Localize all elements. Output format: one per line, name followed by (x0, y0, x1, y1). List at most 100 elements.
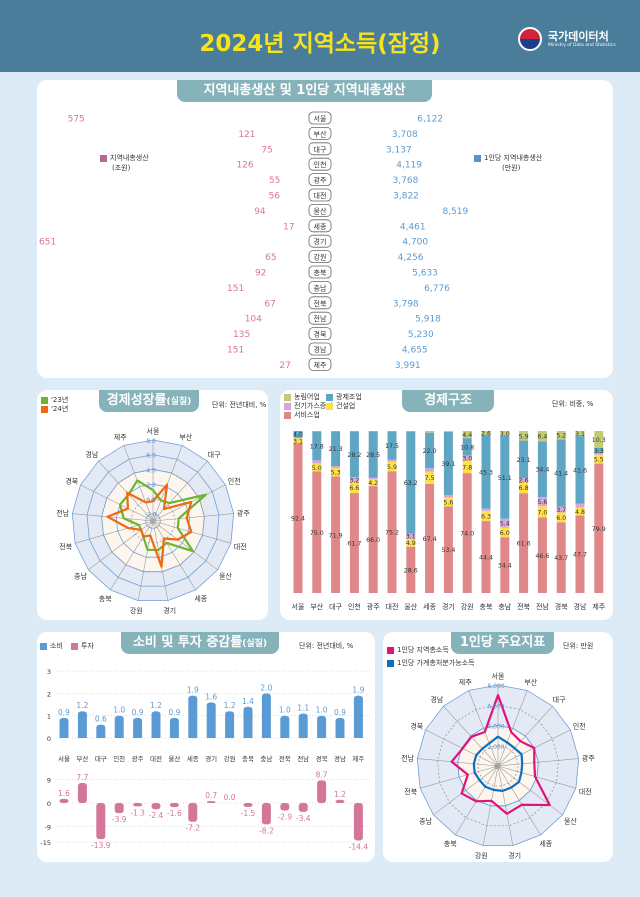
structure-value-label: 5.6 (443, 499, 453, 506)
grdp-value-label: 121 (238, 130, 255, 140)
structure-bar-segment (443, 495, 453, 498)
region-label: 부산 (310, 602, 323, 611)
radar-grid-ring (437, 704, 559, 827)
region-label: 전남 (297, 754, 309, 763)
radar-axis-label: 울산 (564, 817, 577, 826)
structure-value-label: 61.7 (347, 541, 361, 548)
investment-value-label: -2.9 (277, 813, 292, 822)
region-label: 세종 (423, 602, 436, 611)
grdp-value-label: 135 (233, 330, 250, 340)
legend-swatch (474, 155, 481, 162)
structure-bar-segment (537, 506, 547, 518)
grdp-value-label: 75 (261, 145, 272, 155)
investment-bar (169, 803, 179, 808)
radar-axis-label: 전남 (56, 509, 69, 518)
region-label: 서울 (58, 754, 70, 763)
radar-axis-label: 경기 (163, 606, 176, 615)
region-label: 울산 (168, 754, 180, 763)
logo-name: 국가데이터처 (548, 30, 609, 43)
radar-spoke (497, 765, 563, 816)
structure-value-label: 46.6 (535, 553, 549, 560)
structure-bar-segment (368, 431, 378, 478)
structure-value-label: 47.7 (573, 552, 587, 559)
structure-bar-segment (462, 431, 472, 439)
consumption-bar (169, 717, 179, 738)
region-label: 전북 (314, 299, 327, 308)
taegeuk-emblem-icon (518, 27, 542, 51)
structure-value-label: 4.9 (406, 540, 416, 547)
consumption-value-label: 1.9 (352, 686, 364, 695)
per-capita-value-label: 5,230 (408, 330, 434, 340)
region-label: 충남 (498, 602, 511, 611)
structure-bar-segment (406, 538, 416, 547)
radar-axis-label: 광주 (582, 755, 595, 763)
structure-bar-segment (406, 546, 416, 593)
radar-axis-label: 세종 (539, 839, 552, 848)
growth-unit: 단위: 전년대비, % (212, 401, 267, 409)
consumption-bar (114, 715, 124, 738)
structure-value-label: 6.0 (556, 515, 566, 522)
investment-value-label: 1.2 (334, 790, 346, 799)
structure-bar-segment (425, 431, 435, 433)
per-capita-value-label: 3,768 (393, 176, 419, 186)
investment-value-label: -1.5 (241, 809, 256, 818)
radar-grid-ring (477, 745, 519, 787)
region-label: 충남 (314, 283, 327, 292)
structure-value-label: 41.6 (573, 467, 587, 474)
region-label: 서울 (292, 602, 305, 611)
structure-value-label: 3.1 (575, 431, 585, 438)
investment-bar (353, 803, 363, 841)
structure-legend-item: 광제조업 (326, 393, 362, 402)
structure-bar-segment (425, 468, 435, 472)
consumption-bar (96, 724, 106, 738)
consumption-bar (298, 713, 308, 738)
structure-bar-segment (312, 431, 322, 461)
percapita-legend-disposable: 1인당 가계총처분가능소득 (387, 659, 475, 668)
radar-ring-label: 6.0 (146, 453, 156, 460)
grdp-value-label: 67 (264, 299, 275, 309)
structure-bar-segment (575, 507, 585, 516)
legend-label: 1인당 가계총처분가능소득 (397, 659, 475, 667)
legend-swatch (387, 660, 394, 667)
per-capita-value-label: 4,655 (402, 346, 428, 356)
legend-swatch (100, 155, 107, 162)
consumption-value-label: 1.2 (150, 701, 162, 710)
structure-bar-segment (556, 431, 566, 440)
region-tag (308, 280, 332, 294)
structure-bar-segment (537, 431, 547, 442)
radar-series-0 (450, 694, 551, 815)
investment-value-label: -14.4 (349, 842, 369, 851)
investment-bar (280, 803, 290, 811)
radar-series-1 (472, 735, 524, 792)
structure-bar-segment (406, 533, 416, 539)
structure-value-label: 7.0 (537, 509, 547, 516)
structure-value-label: 39.1 (441, 461, 455, 468)
structure-value-label: 43.7 (554, 555, 568, 562)
structure-bar-segment (462, 473, 472, 593)
structure-value-label: 75.2 (385, 530, 399, 537)
radar-spoke (72, 513, 154, 522)
structure-legend-item: 서비스업 (284, 411, 320, 420)
percapita-title: 1인당 주요지표 (451, 632, 554, 654)
consumption-title-text: 소비 및 투자 증감률 (132, 635, 243, 650)
structure-value-label: 28.5 (366, 452, 380, 459)
legend-swatch (41, 406, 48, 413)
investment-bar (206, 801, 216, 803)
y-tick-label: -9 (45, 823, 51, 831)
region-label: 충남 (260, 754, 272, 763)
region-tag (308, 357, 332, 371)
structure-bar-segment (481, 521, 491, 593)
region-label: 경북 (555, 602, 568, 611)
percapita-unit: 단위: 만원 (563, 642, 594, 650)
consumption-value-label: 1.1 (297, 703, 309, 712)
consumption-bar (225, 711, 235, 738)
structure-value-label: 28.6 (404, 567, 418, 574)
region-tag (308, 142, 332, 156)
region-label: 경남 (314, 345, 327, 354)
region-label: 울산 (314, 206, 327, 215)
structure-value-label: 5.3 (331, 470, 341, 477)
consumption-value-label: 2.0 (260, 683, 272, 692)
radar-spoke (417, 758, 499, 767)
region-label: 광주 (314, 177, 327, 185)
